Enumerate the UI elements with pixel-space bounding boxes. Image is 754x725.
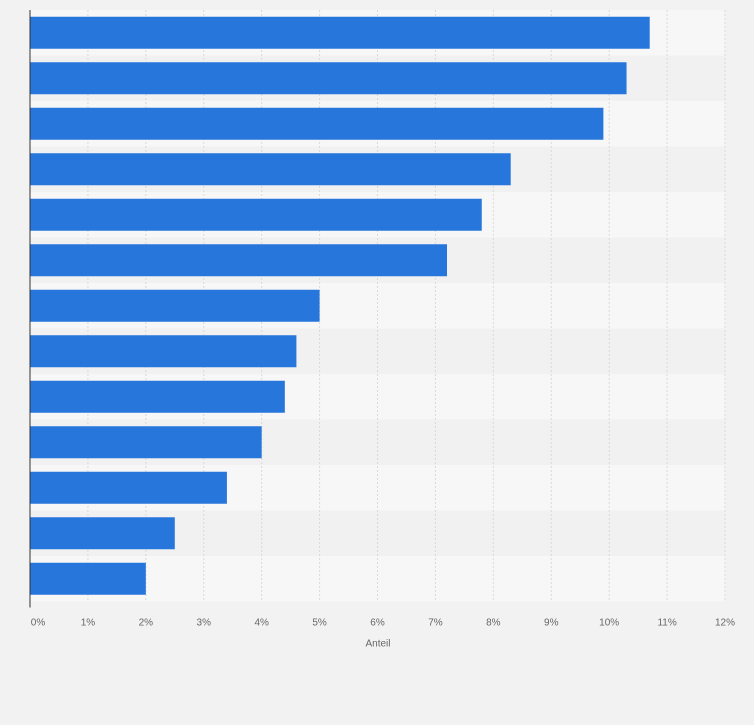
bar — [30, 562, 146, 595]
bar — [30, 198, 482, 231]
bar — [30, 517, 175, 550]
x-tick-label: 10% — [599, 618, 619, 629]
x-tick-label: 9% — [544, 618, 559, 629]
x-tick-label: 3% — [197, 618, 212, 629]
x-tick-label: 1% — [81, 618, 96, 629]
bars — [30, 16, 650, 595]
x-tick-label: 7% — [428, 618, 443, 629]
x-tick-labels: 0% 1% 2% 3% 4% 5% 6% 7% 8% 9% 10% 11% 12% — [31, 618, 735, 629]
bar — [30, 471, 227, 504]
x-tick-label: 2% — [139, 618, 154, 629]
x-tick-label: 0% — [31, 618, 46, 629]
bar — [30, 380, 285, 413]
x-axis-label: Anteil — [365, 639, 390, 650]
bar — [30, 107, 604, 140]
bar — [30, 244, 447, 277]
bar — [30, 426, 262, 459]
x-tick-label: 4% — [254, 618, 269, 629]
x-tick-label: 5% — [312, 618, 327, 629]
bar — [30, 289, 320, 322]
bar — [30, 62, 627, 95]
x-tick-label: 6% — [370, 618, 385, 629]
x-tick-label: 11% — [657, 618, 676, 629]
x-tick-label: 12% — [715, 618, 735, 629]
bar — [30, 335, 297, 368]
bar — [30, 153, 511, 186]
x-tick-label: 8% — [486, 618, 501, 629]
bar — [30, 16, 650, 49]
